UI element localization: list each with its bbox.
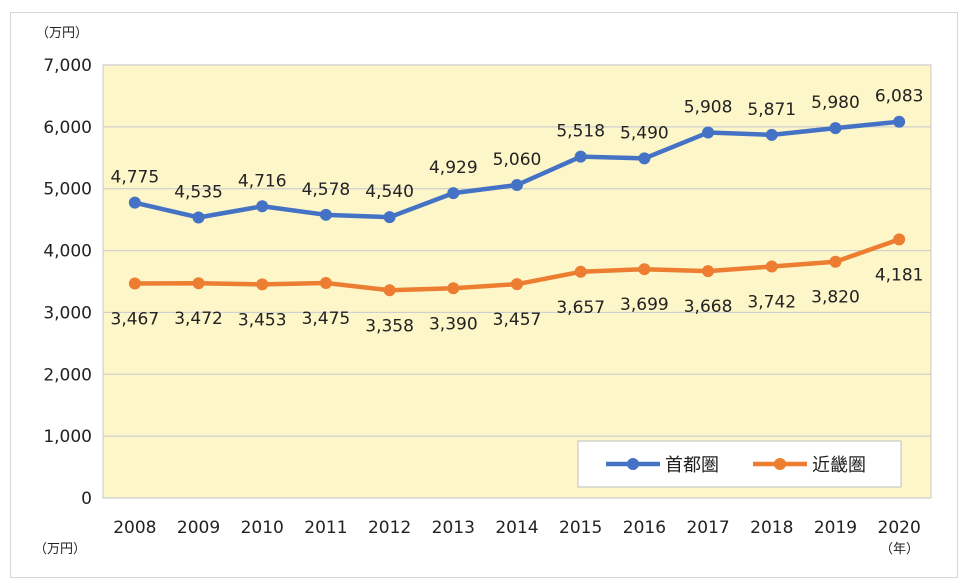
data-point — [574, 150, 587, 163]
x-tick-label: 2011 — [304, 518, 347, 538]
y-tick-label: 3,000 — [43, 303, 92, 323]
x-tick-label: 2008 — [113, 518, 156, 538]
data-label: 3,472 — [174, 309, 223, 329]
gridlines — [103, 64, 931, 499]
x-tick-label: 2016 — [623, 518, 666, 538]
data-point — [383, 211, 396, 224]
data-point — [829, 122, 842, 135]
data-point — [128, 196, 141, 209]
data-label: 3,457 — [493, 310, 542, 330]
y-unit-bottom-label: （万円） — [34, 542, 86, 557]
x-tick-label: 2010 — [241, 518, 284, 538]
y-tick-label: 7,000 — [43, 56, 92, 76]
data-point — [829, 255, 842, 268]
data-label: 3,820 — [811, 288, 860, 308]
data-label: 5,060 — [493, 150, 542, 170]
data-point — [128, 277, 141, 290]
data-label: 4,929 — [429, 158, 478, 178]
data-point — [702, 265, 715, 278]
data-label: 4,540 — [365, 182, 414, 202]
data-point — [765, 260, 778, 273]
data-point — [447, 282, 460, 295]
data-labels: 4,775 4,535 4,716 4,578 4,540 4,929 5,060 5,518… — [111, 87, 924, 337]
data-label: 4,181 — [875, 265, 924, 285]
data-point — [192, 277, 205, 290]
data-point — [893, 233, 906, 246]
data-point — [383, 284, 396, 297]
data-label: 5,490 — [620, 123, 669, 143]
y-tick-label: 5,000 — [43, 180, 92, 200]
x-tick-label: 2015 — [559, 518, 602, 538]
data-label: 3,467 — [111, 310, 160, 330]
x-unit-label: （年） — [880, 542, 919, 557]
data-point — [702, 126, 715, 139]
y-axis-ticks: 0 1,000 2,000 3,000 4,000 5,000 6,000 7,000 — [43, 56, 92, 509]
data-point — [256, 200, 269, 213]
y-tick-label: 0 — [81, 489, 92, 509]
data-point — [893, 115, 906, 128]
x-tick-label: 2012 — [368, 518, 411, 538]
data-label: 4,578 — [302, 180, 351, 200]
data-label: 3,453 — [238, 310, 287, 330]
data-label: 5,518 — [556, 122, 605, 142]
x-tick-label: 2018 — [750, 518, 793, 538]
legend-swatch-marker — [774, 458, 786, 470]
data-label: 3,742 — [747, 293, 796, 313]
legend-label: 首都圏 — [665, 455, 719, 476]
data-point — [574, 265, 587, 278]
legend-swatch-marker — [627, 458, 639, 470]
x-tick-label: 2017 — [686, 518, 729, 538]
data-label: 4,775 — [111, 168, 160, 188]
legend-label: 近畿圏 — [812, 455, 866, 476]
data-point — [319, 277, 332, 290]
x-tick-label: 2020 — [878, 518, 921, 538]
x-axis-ticks: 2008 2009 2010 2011 2012 2013 2014 2015 2016 2017… — [113, 518, 921, 538]
data-point — [319, 208, 332, 221]
x-tick-label: 2009 — [177, 518, 220, 538]
data-label: 3,358 — [365, 316, 414, 336]
x-tick-label: 2014 — [495, 518, 538, 538]
y-tick-label: 6,000 — [43, 118, 92, 138]
series-lines — [128, 115, 906, 297]
data-point — [447, 187, 460, 200]
x-tick-label: 2019 — [814, 518, 857, 538]
y-tick-label: 2,000 — [43, 365, 92, 385]
data-label: 3,657 — [556, 298, 605, 318]
data-label: 5,908 — [684, 98, 733, 118]
data-label: 4,535 — [174, 182, 223, 202]
data-point — [511, 179, 523, 192]
data-point — [256, 278, 269, 291]
data-point — [765, 128, 778, 141]
data-point — [511, 278, 523, 291]
y-tick-label: 4,000 — [43, 242, 92, 262]
data-label: 3,390 — [429, 314, 478, 334]
y-tick-label: 1,000 — [43, 427, 92, 447]
data-point — [638, 263, 651, 276]
data-label: 3,699 — [620, 295, 669, 315]
y-unit-top-label: （万円） — [36, 26, 88, 41]
data-label: 5,980 — [811, 93, 860, 113]
legend: 首都圏 近畿圏 — [577, 440, 902, 488]
data-label: 3,475 — [302, 309, 351, 329]
data-point — [192, 211, 205, 224]
data-label: 4,716 — [238, 171, 287, 191]
data-point — [638, 152, 651, 165]
data-label: 6,083 — [875, 87, 924, 107]
x-tick-label: 2013 — [432, 518, 475, 538]
data-label: 3,668 — [684, 297, 733, 317]
data-label: 5,871 — [747, 100, 796, 120]
